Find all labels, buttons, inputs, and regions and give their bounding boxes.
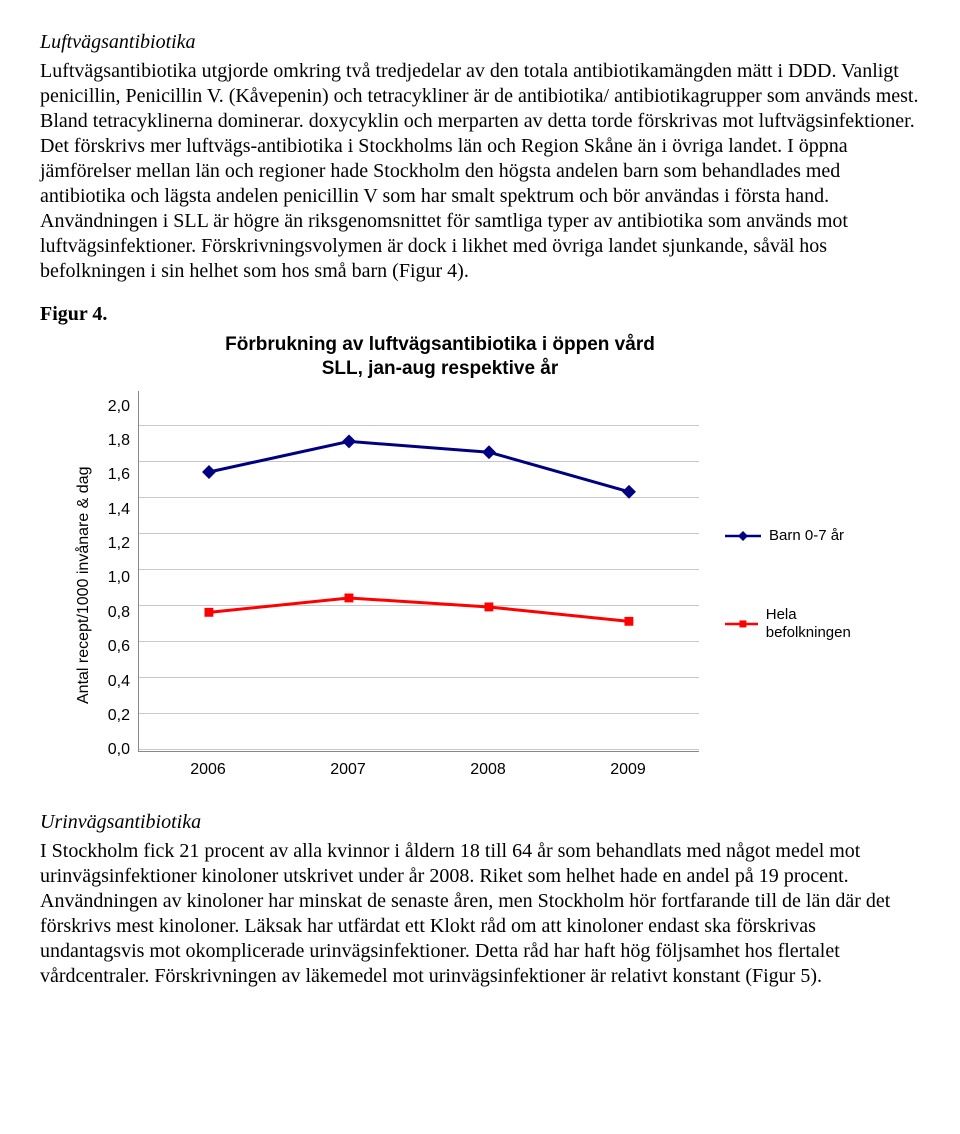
chart-ytick: 0,2 xyxy=(94,708,130,724)
legend-label: Hela befolkningen xyxy=(766,606,875,644)
chart-ytick: 1,6 xyxy=(94,467,130,483)
series-marker xyxy=(203,465,216,478)
series-marker xyxy=(345,593,353,601)
chart-ytick: 1,8 xyxy=(94,433,130,449)
series-marker xyxy=(205,608,213,616)
chart-legend: Barn 0-7 år Hela befolkningen xyxy=(699,391,875,780)
chart-xtick: 2009 xyxy=(558,760,698,780)
figure4-label: Figur 4. xyxy=(40,302,920,327)
section2-body: I Stockholm fick 21 procent av alla kvin… xyxy=(40,839,920,989)
chart-title: Förbrukning av luftvägsantibiotika i öpp… xyxy=(0,333,930,381)
section2-heading: Urinvägsantibiotika xyxy=(40,810,920,835)
chart-ytick: 1,0 xyxy=(94,570,130,586)
legend-swatch xyxy=(725,529,761,543)
section1-body: Luftvägsantibiotika utgjorde omkring två… xyxy=(40,59,920,284)
chart-xtick: 2008 xyxy=(418,760,558,780)
chart-xtick: 2006 xyxy=(138,760,278,780)
chart-ylabel: Antal recept/1000 invånare & dag xyxy=(70,391,94,780)
legend-item: Hela befolkningen xyxy=(725,606,875,644)
series-marker xyxy=(625,617,633,625)
legend-swatch xyxy=(725,617,758,631)
chart-ytick: 1,4 xyxy=(94,502,130,518)
chart-container: Förbrukning av luftvägsantibiotika i öpp… xyxy=(70,333,930,780)
series-marker xyxy=(343,435,356,448)
chart-ytick: 1,2 xyxy=(94,536,130,552)
chart-xticks: 2006200720082009 xyxy=(138,760,698,780)
chart-svg xyxy=(139,391,699,751)
series-marker xyxy=(483,445,496,458)
chart-plot xyxy=(138,391,699,752)
legend-item: Barn 0-7 år xyxy=(725,527,875,546)
chart-xtick: 2007 xyxy=(278,760,418,780)
series-marker xyxy=(485,602,493,610)
chart-ytick: 0,8 xyxy=(94,605,130,621)
section1-heading: Luftvägsantibiotika xyxy=(40,30,920,55)
series-line xyxy=(209,441,629,491)
chart-ytick: 0,0 xyxy=(94,742,130,758)
chart-title-line2: SLL, jan-aug respektive år xyxy=(322,358,559,379)
legend-label: Barn 0-7 år xyxy=(769,527,844,546)
series-line xyxy=(209,598,629,621)
chart-ytick: 2,0 xyxy=(94,399,130,415)
chart-ytick: 0,4 xyxy=(94,674,130,690)
series-marker xyxy=(623,485,636,498)
chart-ytick: 0,6 xyxy=(94,639,130,655)
chart-yticks: 0,00,20,40,60,81,01,21,41,61,82,0 xyxy=(94,391,138,751)
chart-title-line1: Förbrukning av luftvägsantibiotika i öpp… xyxy=(225,334,655,355)
